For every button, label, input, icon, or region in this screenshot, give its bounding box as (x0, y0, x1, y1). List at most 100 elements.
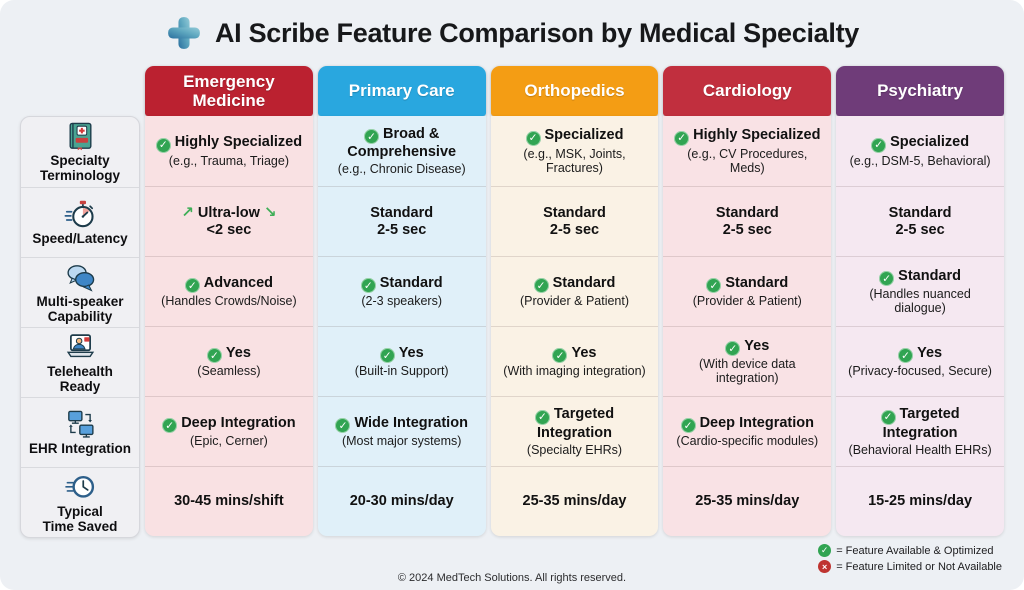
check-circle-icon: ✓ (184, 278, 200, 294)
check-circle-icon: ✓ (725, 341, 741, 357)
feature-cell: Standard 2-5 sec (663, 186, 832, 256)
cell-value: 30-45 mins/shift (174, 493, 284, 510)
specialty-header: Orthopedics (490, 66, 659, 116)
specialty-body: ✓ Specialized (e.g., MSK, Joints, Fractur… (490, 116, 659, 536)
feature-cell: ✓ Standard (Provider & Patient) (663, 256, 832, 326)
check-circle-icon: ✓ (552, 348, 568, 364)
cell-note: (Cardio-specific modules) (676, 434, 819, 449)
trend-up-icon: ↗ (181, 204, 194, 222)
feature-label: Telehealth Ready (47, 363, 113, 394)
cell-note: (Provider & Patient) (519, 294, 630, 309)
cell-value: ✓ Standard (879, 268, 961, 287)
cell-value: Standard (715, 204, 779, 221)
cell-note: (Behavioral Health EHRs) (848, 442, 992, 457)
feature-cell: 20-30 mins/day (317, 466, 486, 536)
specialty-header: Cardiology (663, 66, 832, 116)
check-circle-icon: ✓ (818, 544, 832, 557)
telehealth-icon (64, 331, 97, 364)
feature-label: Typical Time Saved (42, 503, 118, 534)
feature-cell: ✓ Specialized (e.g., MSK, Joints, Fractur… (491, 116, 659, 186)
legend-item: ✓ = Feature Available & Optimized (818, 544, 1002, 557)
feature-cell: ✓ Wide Integration (Most major systems) (317, 396, 486, 466)
cell-note: (Provider & Patient) (692, 294, 802, 309)
check-circle-icon: ✓ (879, 271, 895, 287)
cell-value: ✓ Yes (898, 345, 942, 364)
check-circle-icon: ✓ (534, 409, 550, 425)
feature-row-header: Typical Time Saved (21, 467, 139, 537)
cell-value: ✓ Yes (206, 345, 251, 364)
feature-cell: ✓ Highly Specialized (e.g., Trauma, Triag… (145, 116, 313, 186)
cell-value: ✓ Deep Integration (680, 415, 814, 434)
cell-value: ✓ Highly Specialized (155, 134, 302, 153)
legend-text: = Feature Available & Optimized (836, 544, 994, 557)
feature-cell: ✓ Standard (2-3 speakers) (317, 256, 486, 326)
cell-value: ✓ Yes (725, 338, 769, 357)
cell-note: (2-3 speakers) (361, 294, 442, 309)
medical-dictionary-icon (64, 120, 97, 153)
specialty-header: Psychiatry (836, 66, 1004, 116)
speech-bubbles-icon (64, 261, 97, 294)
feature-cell: 25-35 mins/day (490, 466, 659, 536)
feature-cell: 15-25 mins/day (836, 466, 1004, 536)
check-circle-icon: ✓ (674, 130, 690, 146)
feature-row-header: EHR Integration (21, 397, 139, 467)
check-circle-icon: ✓ (898, 348, 914, 364)
specialty-column: Primary Care ✓ Broad & Comprehensive (e.g… (317, 66, 486, 536)
check-circle-icon: ✓ (363, 129, 379, 145)
page-title: AI Scribe Feature Comparison by Medical … (214, 17, 859, 48)
footer: © 2024 MedTech Solutions. All rights res… (0, 542, 1024, 590)
feature-cell: ✓ Deep Integration (Cardio-specific modul… (663, 396, 832, 466)
cell-value: ✓ Specialized (871, 134, 969, 153)
check-circle-icon: ✓ (206, 348, 222, 364)
cell-value: ✓ Standard (706, 275, 788, 294)
cell-value: ✓ Yes (552, 345, 596, 364)
feature-label: Multi-speaker Capability (36, 293, 124, 324)
feature-label: Speed/Latency (32, 231, 128, 247)
feature-column: Specialty Terminology Speed/Latency Mult… (20, 116, 140, 538)
feature-cell: ✓ Yes (With imaging integration) (490, 326, 659, 396)
cell-note: (Handles Crowds/Noise) (161, 294, 297, 309)
feature-cell: ✓ Highly Specialized (e.g., CV Procedures… (663, 116, 831, 186)
cell-value: ↗ Ultra-low ↘ (181, 204, 277, 222)
feature-cell: ✓ Specialized (e.g., DSM-5, Behavioral) (836, 116, 1004, 186)
cell-note: (Seamless) (197, 364, 261, 379)
cell-value: ✓ Wide Integration (335, 415, 468, 434)
check-circle-icon: ✓ (880, 409, 896, 425)
cell-value: ✓ Targeted Integration (842, 406, 998, 441)
cell-value: Standard (370, 204, 434, 221)
feature-cell: ✓ Yes (With device data integration) (663, 326, 832, 396)
medical-cross-icon (165, 14, 203, 52)
feature-row-header: Multi-speaker Capability (21, 257, 139, 327)
specialty-body: ✓ Broad & Comprehensive (e.g., Chronic Di… (317, 116, 486, 536)
check-circle-icon: ✓ (533, 278, 549, 294)
check-circle-icon: ✓ (360, 278, 376, 294)
specialty-header: Emergency Medicine (145, 66, 313, 116)
specialty-column: Psychiatry ✓ Specialized (e.g., DSM-5, Be… (836, 66, 1004, 536)
feature-cell: 30-45 mins/shift (145, 466, 313, 536)
feature-cell: ✓ Yes (Privacy-focused, Secure) (836, 326, 1004, 396)
cell-note: (e.g., Trauma, Triage) (168, 153, 289, 168)
cross-circle-icon: × (818, 560, 832, 573)
feature-row-header: Telehealth Ready (21, 327, 139, 397)
feature-cell: ✓ Standard (Provider & Patient) (490, 256, 659, 326)
cell-value: ✓ Yes (379, 345, 424, 364)
comparison-table: Specialty Terminology Speed/Latency Mult… (0, 66, 1024, 538)
cell-value: ✓ Standard (360, 275, 443, 294)
cell-value: 15-25 mins/day (868, 493, 973, 510)
feature-cell: ↗ Ultra-low ↘ <2 sec (145, 186, 313, 256)
cell-value: ✓ Deep Integration (162, 415, 296, 434)
specialty-body: ✓ Highly Specialized (e.g., CV Procedures… (663, 116, 832, 536)
cell-value: ✓ Highly Specialized (674, 127, 820, 146)
legend-text: = Feature Limited or Not Available (836, 560, 1002, 573)
check-circle-icon: ✓ (162, 418, 178, 434)
stopwatch-icon (64, 198, 97, 231)
cell-note: (e.g., MSK, Joints, Fractures) (523, 146, 626, 175)
feature-cell: ✓ Standard (Handles nuanced dialogue) (836, 256, 1004, 326)
cell-value: ✓ Advanced (184, 275, 273, 294)
specialty-column: Orthopedics ✓ Specialized (e.g., MSK, Joi… (490, 66, 659, 536)
feature-cell: Standard 2-5 sec (836, 186, 1004, 256)
check-circle-icon: ✓ (871, 137, 887, 153)
feature-cell: Standard 2-5 sec (317, 186, 486, 256)
feature-cell: ✓ Broad & Comprehensive (e.g., Chronic Di… (318, 116, 486, 186)
